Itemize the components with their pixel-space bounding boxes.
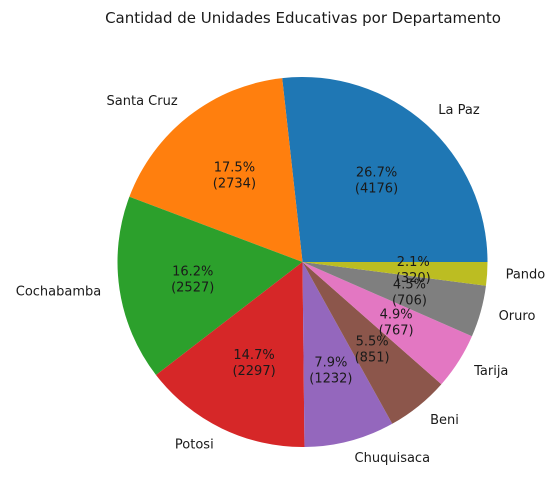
pie-slices <box>117 77 488 447</box>
slice-value-label-tarija: 4.9% (767) <box>379 308 414 339</box>
pie-slice-pando <box>302 262 488 286</box>
slice-value-label-la-paz: 26.7% (4176) <box>355 165 398 196</box>
slice-label-tarija: Tarija <box>473 364 508 379</box>
slice-label-chuquisaca: Chuquisaca <box>355 451 431 466</box>
slice-value-label-chuquisaca: 7.9% (1232) <box>309 355 352 386</box>
slice-label-oruro: Oruro <box>499 309 536 324</box>
chart-title: Cantidad de Unidades Educativas por Depa… <box>105 9 501 27</box>
slice-value-label-cochabamba: 16.2% (2527) <box>171 264 214 295</box>
pie-slice-chuquisaca <box>302 262 393 447</box>
slice-label-cochabamba: Cochabamba <box>16 285 101 300</box>
slice-label-la-paz: La Paz <box>438 103 480 118</box>
pie-slice-oruro <box>302 262 486 337</box>
slice-label-pando: Pando <box>506 268 546 283</box>
pie-slice-la-paz <box>282 77 488 262</box>
pie-slice-santa-cruz <box>129 78 303 263</box>
slice-value-label-santa-cruz: 17.5% (2734) <box>213 160 256 191</box>
slice-value-label-potosi: 14.7% (2297) <box>232 348 275 379</box>
slice-value-label-pando: 2.1% (320) <box>396 255 431 286</box>
pie-slice-potosi <box>156 262 305 447</box>
pie-slice-tarija <box>302 262 472 385</box>
pie-slice-cochabamba <box>117 196 303 375</box>
pie-slice-beni <box>302 262 442 424</box>
slice-label-potosi: Potosi <box>175 438 214 453</box>
slice-value-label-beni: 5.5% (851) <box>355 334 390 365</box>
slice-label-beni: Beni <box>430 413 459 428</box>
slice-value-label-oruro: 4.5% (706) <box>392 278 427 309</box>
pie-labels: La Paz 26.7% (4176) Santa Cruz 17.5% (2734) Co… <box>16 94 546 466</box>
slice-label-santa-cruz: Santa Cruz <box>107 94 178 109</box>
